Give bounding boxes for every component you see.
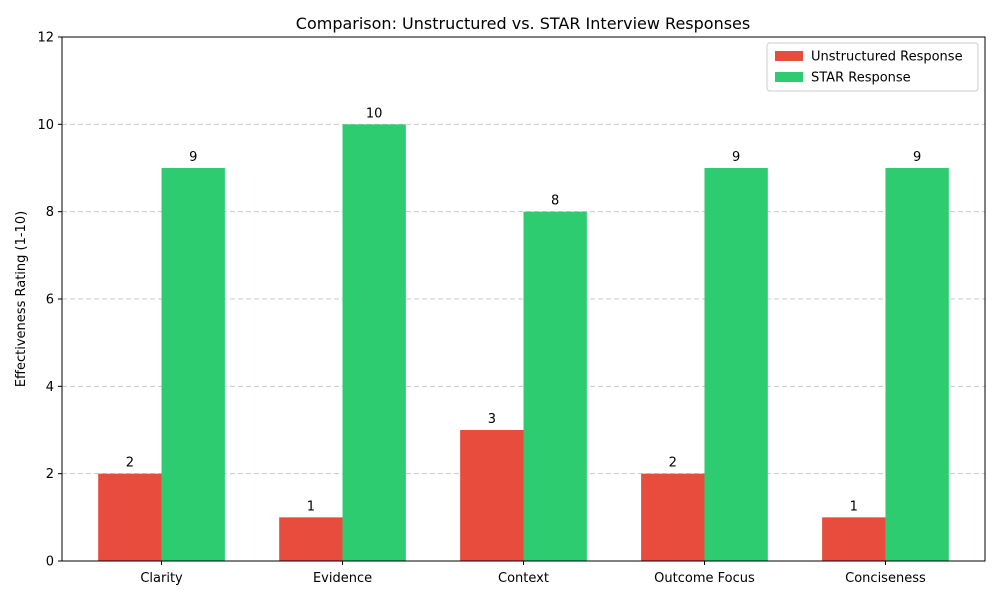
legend-box <box>766 42 979 92</box>
data-labels: 2 9 1 10 3 8 2 9 1 9 <box>126 106 922 514</box>
data-label: 10 <box>366 106 383 121</box>
y-tick-label: 12 <box>37 31 54 46</box>
bar-unstructured <box>460 430 524 561</box>
chart-title: Comparison: Unstructured vs. STAR Interv… <box>296 14 750 33</box>
data-label: 1 <box>850 499 858 514</box>
bar-star <box>704 168 768 561</box>
y-tick-label: 10 <box>37 118 54 133</box>
y-tick-label: 8 <box>46 205 54 220</box>
y-axis-label: Effectiveness Rating (1-10) <box>14 211 29 387</box>
y-tick-label: 4 <box>46 380 54 395</box>
y-tick-label: 0 <box>46 555 54 570</box>
data-label: 9 <box>913 150 921 165</box>
legend-label: Unstructured Response <box>811 50 963 65</box>
data-label: 3 <box>488 412 496 427</box>
x-tick-label: Evidence <box>313 571 372 586</box>
bar-unstructured <box>279 517 343 561</box>
plot-frame <box>61 36 986 562</box>
bars <box>98 124 949 561</box>
data-label: 2 <box>126 456 134 471</box>
data-label: 8 <box>551 194 559 209</box>
x-tick-label: Clarity <box>140 571 183 586</box>
bar-unstructured <box>641 473 705 561</box>
data-label: 2 <box>669 456 677 471</box>
legend-swatch <box>775 51 803 61</box>
bar-star <box>523 211 587 561</box>
data-label: 9 <box>732 150 740 165</box>
bar-star <box>885 168 949 561</box>
x-tick-label: Context <box>498 571 549 586</box>
bar-star <box>342 124 406 561</box>
x-tick-label: Conciseness <box>845 571 926 586</box>
data-label: 1 <box>307 499 315 514</box>
bar-star <box>161 168 225 561</box>
y-tick-label: 2 <box>46 467 54 482</box>
legend: Unstructured Response STAR Response <box>766 42 979 92</box>
bar-unstructured <box>822 517 886 561</box>
data-label: 9 <box>189 150 197 165</box>
legend-label: STAR Response <box>811 71 911 86</box>
bar-unstructured <box>98 473 162 561</box>
y-tick-label: 6 <box>46 293 54 308</box>
x-tick-label: Outcome Focus <box>654 571 755 586</box>
legend-swatch <box>775 72 803 82</box>
